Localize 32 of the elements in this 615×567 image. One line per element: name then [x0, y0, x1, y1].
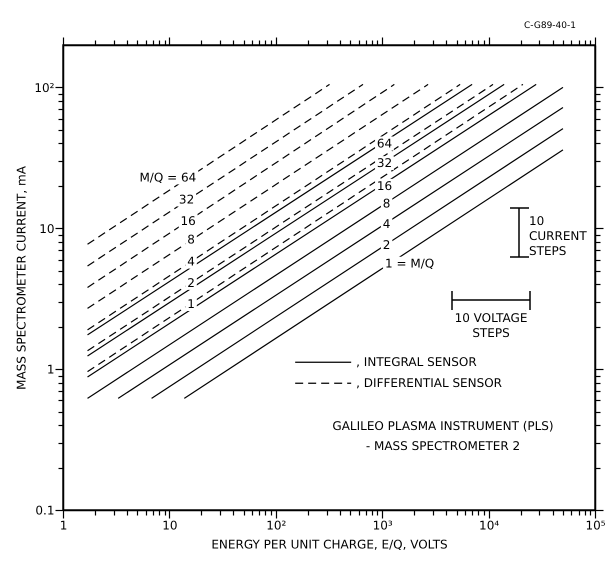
- text: C-G89-40-1: [524, 21, 576, 31]
- annotation: 1: [187, 297, 195, 311]
- annotation: 32: [376, 156, 392, 170]
- annotation: 10 CURRENT STEPS: [529, 214, 588, 258]
- x-tick-label: 10³: [372, 518, 393, 532]
- y-tick-label: 1: [46, 362, 54, 377]
- annotation: 4: [187, 254, 195, 269]
- annotation: 16: [180, 214, 196, 228]
- annotation: 1 = M/Q: [385, 256, 434, 271]
- y-axis-title: MASS SPECTROMETER CURRENT, mA: [14, 165, 28, 390]
- annotation: 64: [376, 136, 392, 150]
- x-tick-label: 1: [60, 518, 68, 532]
- y-tick-label: 10²: [34, 80, 55, 95]
- annotation: 8: [187, 232, 195, 247]
- y-tick-label: 10: [39, 222, 54, 236]
- legend-label: , INTEGRAL SENSOR: [356, 355, 477, 370]
- annotation: 10 VOLTAGE STEPS: [454, 311, 528, 340]
- x-tick-label: 10⁴: [479, 518, 500, 532]
- annotation: 16: [376, 178, 392, 193]
- x-tick-label: 10: [162, 518, 178, 532]
- annotation: 4: [382, 217, 390, 232]
- x-axis-title: ENERGY PER UNIT CHARGE, E/Q, VOLTS: [211, 538, 448, 552]
- legend-label: , DIFFERENTIAL SENSOR: [356, 376, 502, 390]
- x-tick-label: 10⁵: [585, 518, 606, 532]
- annotation: 8: [382, 196, 390, 210]
- annotation: GALILEO PLASMA INSTRUMENT (PLS) - MASS SPECTROMETER 2: [332, 419, 554, 453]
- annotation: 2: [187, 276, 195, 290]
- annotation: 32: [178, 192, 194, 207]
- y-tick-label: 0.1: [35, 504, 54, 518]
- x-tick-label: 10²: [266, 518, 287, 532]
- annotation: 2: [382, 238, 390, 252]
- annotation: M/Q = 64: [139, 170, 196, 184]
